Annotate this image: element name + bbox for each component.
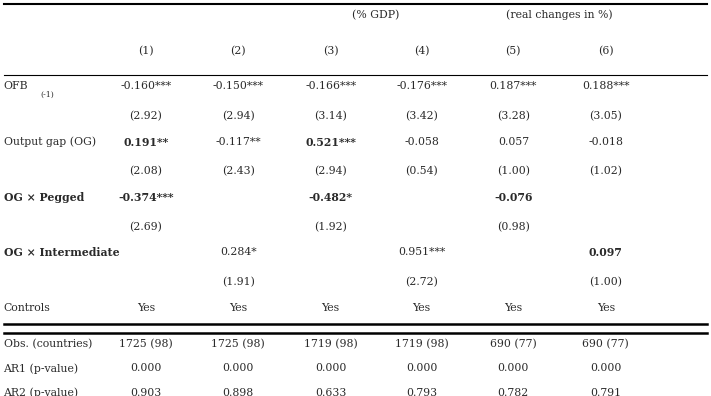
Text: (real changes in %): (real changes in %) [506, 10, 613, 21]
Text: Obs. (countries): Obs. (countries) [4, 339, 92, 349]
Text: 0.898: 0.898 [223, 388, 254, 396]
Text: (1): (1) [138, 46, 154, 56]
Text: -0.166***: -0.166*** [305, 81, 356, 91]
Text: Yes: Yes [229, 303, 247, 313]
Text: -0.117**: -0.117** [215, 137, 261, 147]
Text: (1.00): (1.00) [589, 277, 622, 287]
Text: (0.54): (0.54) [405, 166, 438, 177]
Text: 690 (77): 690 (77) [582, 339, 629, 349]
Text: 1719 (98): 1719 (98) [395, 339, 449, 349]
Text: (2): (2) [230, 46, 246, 56]
Text: Controls: Controls [4, 303, 50, 313]
Text: 0.782: 0.782 [498, 388, 529, 396]
Text: -0.160***: -0.160*** [120, 81, 171, 91]
Text: (2.08): (2.08) [129, 166, 162, 177]
Text: OFB: OFB [4, 81, 28, 91]
Text: 0.191**: 0.191** [123, 137, 169, 148]
Text: (2.69): (2.69) [129, 222, 162, 232]
Text: (6): (6) [598, 46, 614, 56]
Text: 0.000: 0.000 [223, 363, 254, 373]
Text: Yes: Yes [412, 303, 431, 313]
Text: 0.903: 0.903 [130, 388, 161, 396]
Text: (3.28): (3.28) [497, 111, 530, 121]
Text: OG × Intermediate: OG × Intermediate [4, 248, 119, 259]
Text: (2.72): (2.72) [405, 277, 438, 287]
Text: 1719 (98): 1719 (98) [304, 339, 358, 349]
Text: 1725 (98): 1725 (98) [211, 339, 265, 349]
Text: -0.018: -0.018 [588, 137, 624, 147]
Text: 0.000: 0.000 [130, 363, 161, 373]
Text: Yes: Yes [504, 303, 523, 313]
Text: (3.42): (3.42) [405, 111, 438, 121]
Text: (4): (4) [414, 46, 429, 56]
Text: (3.14): (3.14) [314, 111, 347, 121]
Text: (1.02): (1.02) [589, 166, 622, 177]
Text: (1.92): (1.92) [314, 222, 347, 232]
Text: Yes: Yes [137, 303, 155, 313]
Text: -0.150***: -0.150*** [213, 81, 264, 91]
Text: 0.000: 0.000 [498, 363, 529, 373]
Text: 0.000: 0.000 [315, 363, 346, 373]
Text: (-1): (-1) [41, 91, 54, 99]
Text: 0.057: 0.057 [498, 137, 529, 147]
Text: 0.097: 0.097 [589, 248, 623, 259]
Text: (3): (3) [323, 46, 338, 56]
Text: AR2 (p-value): AR2 (p-value) [4, 388, 79, 396]
Text: -0.076: -0.076 [494, 192, 533, 203]
Text: 0.521***: 0.521*** [305, 137, 356, 148]
Text: 0.188***: 0.188*** [582, 81, 629, 91]
Text: (3.05): (3.05) [589, 111, 622, 121]
Text: (2.94): (2.94) [222, 111, 255, 121]
Text: -0.176***: -0.176*** [396, 81, 447, 91]
Text: Output gap (OG): Output gap (OG) [4, 137, 96, 147]
Text: -0.058: -0.058 [404, 137, 439, 147]
Text: (2.92): (2.92) [129, 111, 162, 121]
Text: -0.482*: -0.482* [309, 192, 353, 203]
Text: 0.284*: 0.284* [220, 248, 257, 257]
Text: 0.000: 0.000 [590, 363, 621, 373]
Text: (2.43): (2.43) [222, 166, 255, 177]
Text: (1.91): (1.91) [222, 277, 255, 287]
Text: Yes: Yes [597, 303, 615, 313]
Text: Yes: Yes [321, 303, 340, 313]
Text: AR1 (p-value): AR1 (p-value) [4, 363, 79, 374]
Text: 1725 (98): 1725 (98) [119, 339, 173, 349]
Text: (5): (5) [506, 46, 521, 56]
Text: (1.00): (1.00) [497, 166, 530, 177]
Text: 690 (77): 690 (77) [490, 339, 537, 349]
Text: 0.000: 0.000 [406, 363, 437, 373]
Text: (0.98): (0.98) [497, 222, 530, 232]
Text: -0.374***: -0.374*** [118, 192, 173, 203]
Text: (% GDP): (% GDP) [353, 10, 400, 20]
Text: 0.187***: 0.187*** [490, 81, 537, 91]
Text: 0.791: 0.791 [590, 388, 621, 396]
Text: (2.94): (2.94) [314, 166, 347, 177]
Text: OG × Pegged: OG × Pegged [4, 192, 84, 203]
Text: 0.633: 0.633 [315, 388, 346, 396]
Text: 0.951***: 0.951*** [398, 248, 445, 257]
Text: 0.793: 0.793 [406, 388, 437, 396]
